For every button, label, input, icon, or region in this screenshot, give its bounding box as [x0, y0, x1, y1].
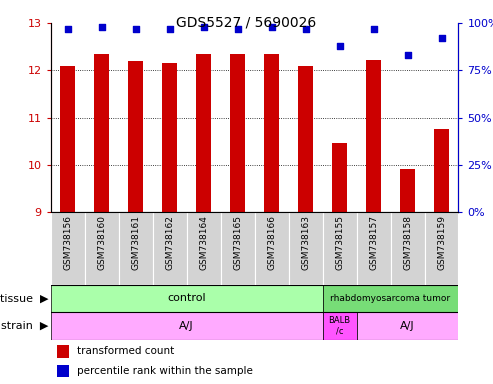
Bar [153, 212, 187, 285]
Point [336, 43, 344, 49]
Point [268, 24, 276, 30]
Bar [51, 312, 322, 340]
Text: transformed count: transformed count [77, 346, 175, 356]
Bar [119, 212, 153, 285]
Bar [128, 61, 143, 212]
Text: GDS5527 / 5690026: GDS5527 / 5690026 [176, 15, 317, 29]
Point [234, 26, 242, 32]
Bar [322, 212, 356, 285]
Text: A/J: A/J [179, 321, 194, 331]
Point [98, 24, 106, 30]
Bar [390, 212, 424, 285]
Bar [322, 312, 356, 340]
Bar [57, 348, 67, 358]
Point [166, 26, 174, 32]
Bar [196, 54, 211, 212]
Bar [51, 285, 322, 312]
Point [370, 26, 378, 32]
Text: GSM738162: GSM738162 [165, 215, 174, 270]
Bar [434, 129, 449, 212]
Bar [187, 212, 221, 285]
Bar [51, 212, 85, 285]
Text: GSM738164: GSM738164 [199, 215, 208, 270]
Bar [288, 212, 322, 285]
Text: percentile rank within the sample: percentile rank within the sample [77, 366, 253, 376]
Text: GSM738155: GSM738155 [335, 215, 344, 270]
Bar [400, 169, 415, 212]
Bar [85, 212, 119, 285]
Bar [322, 285, 458, 312]
Bar [298, 66, 313, 212]
Bar [264, 54, 279, 212]
Bar [424, 212, 458, 285]
Bar [254, 212, 288, 285]
Text: GSM738157: GSM738157 [369, 215, 378, 270]
Text: control: control [167, 293, 206, 303]
Text: rhabdomyosarcoma tumor: rhabdomyosarcoma tumor [330, 294, 451, 303]
Point [200, 24, 208, 30]
Bar [57, 365, 69, 377]
Text: tissue  ▶: tissue ▶ [0, 293, 48, 303]
Text: GSM738159: GSM738159 [437, 215, 446, 270]
Text: GSM738158: GSM738158 [403, 215, 412, 270]
Point [438, 35, 446, 41]
Text: GSM738161: GSM738161 [131, 215, 140, 270]
Bar [94, 54, 109, 212]
Text: strain  ▶: strain ▶ [1, 321, 48, 331]
Point [64, 26, 71, 32]
Text: GSM738165: GSM738165 [233, 215, 242, 270]
Point [404, 52, 412, 58]
Bar [221, 212, 254, 285]
Text: GSM738166: GSM738166 [267, 215, 276, 270]
Text: A/J: A/J [400, 321, 415, 331]
Bar [57, 345, 69, 358]
Point [132, 26, 140, 32]
Bar [366, 60, 381, 212]
Bar [60, 66, 75, 212]
Text: GSM738156: GSM738156 [63, 215, 72, 270]
Bar [356, 312, 458, 340]
Text: GSM738160: GSM738160 [97, 215, 106, 270]
Bar [356, 212, 390, 285]
Point [302, 26, 310, 32]
Bar [230, 54, 246, 212]
Bar [332, 143, 347, 212]
Bar [162, 63, 177, 212]
Text: GSM738163: GSM738163 [301, 215, 310, 270]
Text: BALB
/c: BALB /c [328, 316, 351, 336]
